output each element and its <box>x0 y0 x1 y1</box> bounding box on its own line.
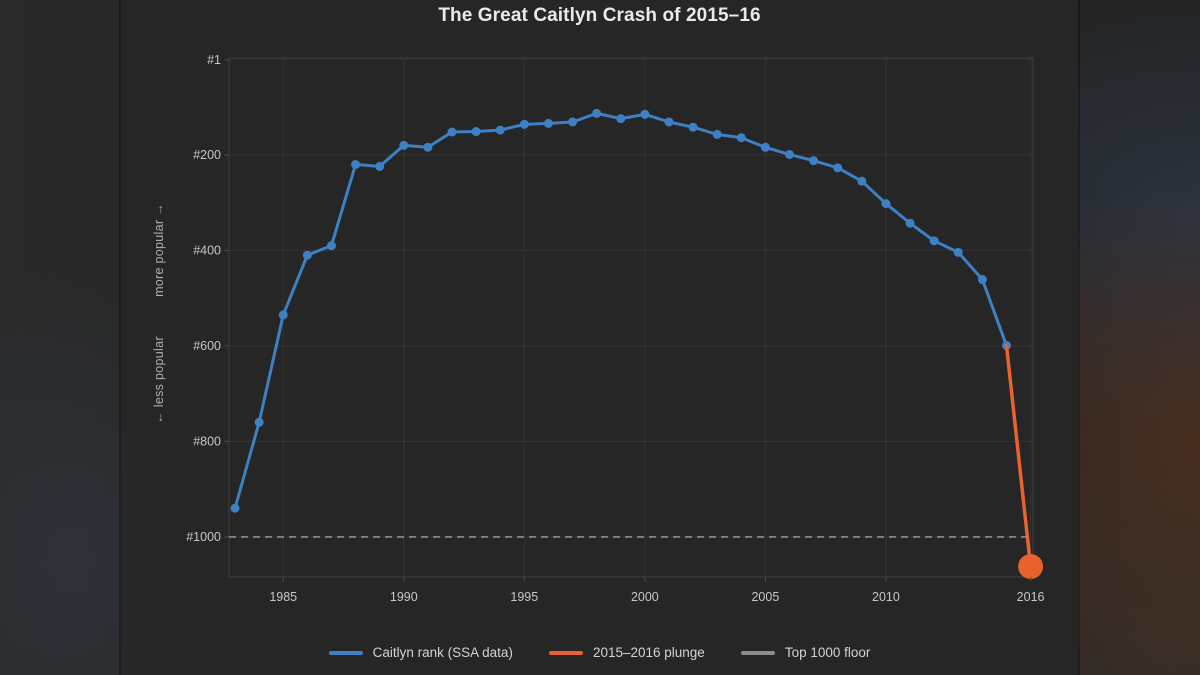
y-tick-label: #1 <box>207 53 221 67</box>
data-point <box>688 122 698 132</box>
data-point <box>254 417 264 427</box>
plot-frame <box>228 57 1034 578</box>
data-point <box>592 108 602 118</box>
data-point <box>399 140 409 150</box>
x-tick-label: 2016 <box>1017 590 1045 604</box>
data-point <box>905 218 915 228</box>
y-tick-label: #600 <box>193 339 221 353</box>
y-axis-annotation-more-popular: more popular → <box>152 203 166 297</box>
data-point <box>519 119 529 129</box>
y-tick-label: #800 <box>193 435 221 449</box>
data-point <box>423 142 433 152</box>
legend-swatch <box>328 650 363 655</box>
x-tick-label: 1995 <box>510 590 538 604</box>
data-point <box>736 133 746 143</box>
legend-item: 2015–2016 plunge <box>548 645 705 660</box>
data-point <box>712 129 722 139</box>
data-point <box>278 310 288 320</box>
data-point <box>543 118 553 128</box>
chart-panel: The Great Caitlyn Crash of 2015–16 1985 1… <box>121 0 1078 675</box>
plunge-end-dot <box>1018 553 1044 579</box>
legend-item: Top 1000 floor <box>740 645 871 660</box>
y-tick-label: #200 <box>193 148 221 162</box>
x-tick-label: 2010 <box>872 590 900 604</box>
x-tick-label: 2000 <box>631 590 659 604</box>
data-point <box>326 241 336 251</box>
data-point <box>568 117 578 127</box>
data-point <box>929 236 939 246</box>
y-tick-label: #1000 <box>186 530 221 544</box>
series-line <box>233 111 1008 510</box>
data-point <box>471 127 481 137</box>
data-point <box>230 503 240 513</box>
data-point <box>809 156 819 166</box>
legend-label: Top 1000 floor <box>784 645 871 660</box>
data-point <box>664 117 674 127</box>
legend-swatch <box>740 650 775 655</box>
data-point <box>447 127 457 137</box>
y-axis-annotation-less-popular: ← less popular <box>152 336 166 424</box>
data-point <box>302 250 312 260</box>
data-point <box>857 176 867 186</box>
y-tick-label: #400 <box>193 244 221 258</box>
data-point <box>495 125 505 135</box>
data-point <box>881 199 891 209</box>
data-point <box>785 149 795 159</box>
x-tick-label: 1990 <box>390 590 418 604</box>
data-point <box>977 275 987 285</box>
x-tick-label: 2005 <box>751 590 779 604</box>
chart-legend: Caitlyn rank (SSA data) 2015–2016 plunge T… <box>121 645 1078 660</box>
data-point <box>833 163 843 173</box>
data-point <box>760 142 770 152</box>
x-tick-label: 1985 <box>269 590 297 604</box>
legend-swatch <box>548 650 583 655</box>
legend-label: Caitlyn rank (SSA data) <box>372 645 513 660</box>
series-line <box>1004 343 1033 569</box>
data-point <box>375 161 385 171</box>
line-chart: 1985 1990 1995 2000 2005 2010 2016 #1 #200 #400 #6… <box>152 53 1045 604</box>
data-point <box>953 247 963 257</box>
legend-item: Caitlyn rank (SSA data) <box>328 645 513 660</box>
legend-label: 2015–2016 plunge <box>592 645 705 660</box>
chart-title: The Great Caitlyn Crash of 2015–16 <box>438 5 761 26</box>
data-point <box>640 109 650 119</box>
data-point <box>351 159 361 169</box>
data-point <box>616 114 626 124</box>
